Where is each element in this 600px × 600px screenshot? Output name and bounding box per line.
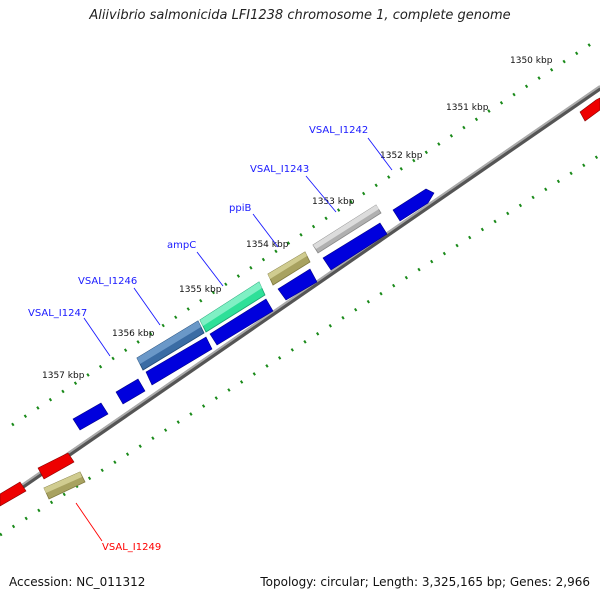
leader-ampC	[196, 251, 224, 287]
gene-label-ampC[interactable]: ampC	[167, 240, 196, 251]
cds-forward-4[interactable]	[209, 298, 274, 346]
leader-VSAL_I1247	[83, 317, 111, 357]
cds-forward-7[interactable]	[72, 402, 109, 431]
tick-label-1355: 1355 kbp	[179, 285, 222, 295]
gene-label-VSAL_I1242[interactable]: VSAL_I1242	[309, 125, 368, 136]
tick-label-1353: 1353 kbp	[312, 197, 355, 207]
leader-VSAL_I1249	[75, 502, 103, 542]
gene-label-VSAL_I1249[interactable]: VSAL_I1249	[102, 542, 161, 553]
accession-label: Accession: NC_011312	[9, 575, 146, 589]
tick-label-1356: 1356 kbp	[112, 329, 155, 339]
gene-label-VSAL_I1247[interactable]: VSAL_I1247	[28, 308, 87, 319]
leader-ppiB	[252, 213, 279, 248]
cds-forward-5[interactable]	[145, 336, 213, 386]
cds-forward-1[interactable]	[392, 188, 435, 222]
reverse-cds-track	[0, 97, 600, 507]
cds-forward-2[interactable]	[322, 222, 388, 271]
cds-forward-3[interactable]	[277, 268, 318, 301]
cds-forward-6[interactable]	[115, 378, 146, 405]
forward-cds-track	[72, 188, 435, 431]
tick-label-1354: 1354 kbp	[246, 240, 289, 250]
outer-dot-track	[11, 36, 600, 427]
leader-VSAL_I1243	[305, 175, 337, 213]
gene-label-ppiB[interactable]: ppiB	[229, 203, 251, 214]
genome-stats-label: Topology: circular; Length: 3,325,165 bp…	[260, 575, 590, 589]
chromosome-backbone	[0, 85, 600, 505]
inner-dot-track	[0, 153, 600, 537]
tick-label-1350: 1350 kbp	[510, 56, 553, 66]
outer-gene-track	[43, 204, 382, 500]
tick-label-1352: 1352 kbp	[380, 151, 423, 161]
tick-label-1351: 1351 kbp	[446, 103, 489, 113]
leader-VSAL_I1242	[367, 137, 393, 171]
gene-label-VSAL_I1246[interactable]: VSAL_I1246	[78, 276, 137, 287]
cds-reverse-1[interactable]	[579, 97, 600, 122]
page-title: Aliivibrio salmonicida LFI1238 chromosom…	[89, 8, 511, 23]
tick-label-1357: 1357 kbp	[42, 371, 85, 381]
cds-reverse-3[interactable]	[0, 481, 27, 507]
cds-reverse-2[interactable]	[37, 452, 75, 480]
leader-VSAL_I1246	[133, 287, 161, 326]
gene-label-VSAL_I1243[interactable]: VSAL_I1243	[250, 164, 309, 175]
